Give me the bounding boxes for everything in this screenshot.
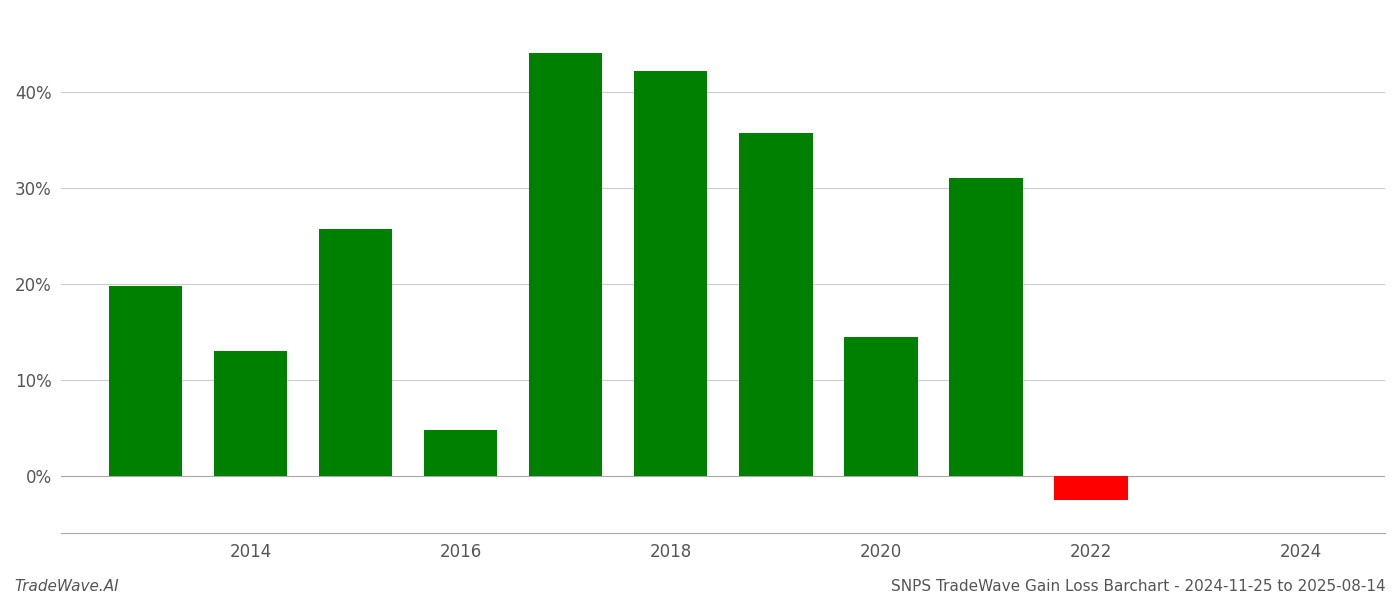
Bar xyxy=(529,53,602,476)
Bar xyxy=(319,229,392,476)
Text: SNPS TradeWave Gain Loss Barchart - 2024-11-25 to 2025-08-14: SNPS TradeWave Gain Loss Barchart - 2024… xyxy=(892,579,1386,594)
Bar xyxy=(739,133,812,476)
Bar xyxy=(109,286,182,476)
Bar xyxy=(634,71,707,476)
Bar xyxy=(844,337,917,476)
Bar xyxy=(214,351,287,476)
Bar xyxy=(949,178,1022,476)
Bar xyxy=(1054,476,1127,500)
Bar xyxy=(424,430,497,476)
Text: TradeWave.AI: TradeWave.AI xyxy=(14,579,119,594)
